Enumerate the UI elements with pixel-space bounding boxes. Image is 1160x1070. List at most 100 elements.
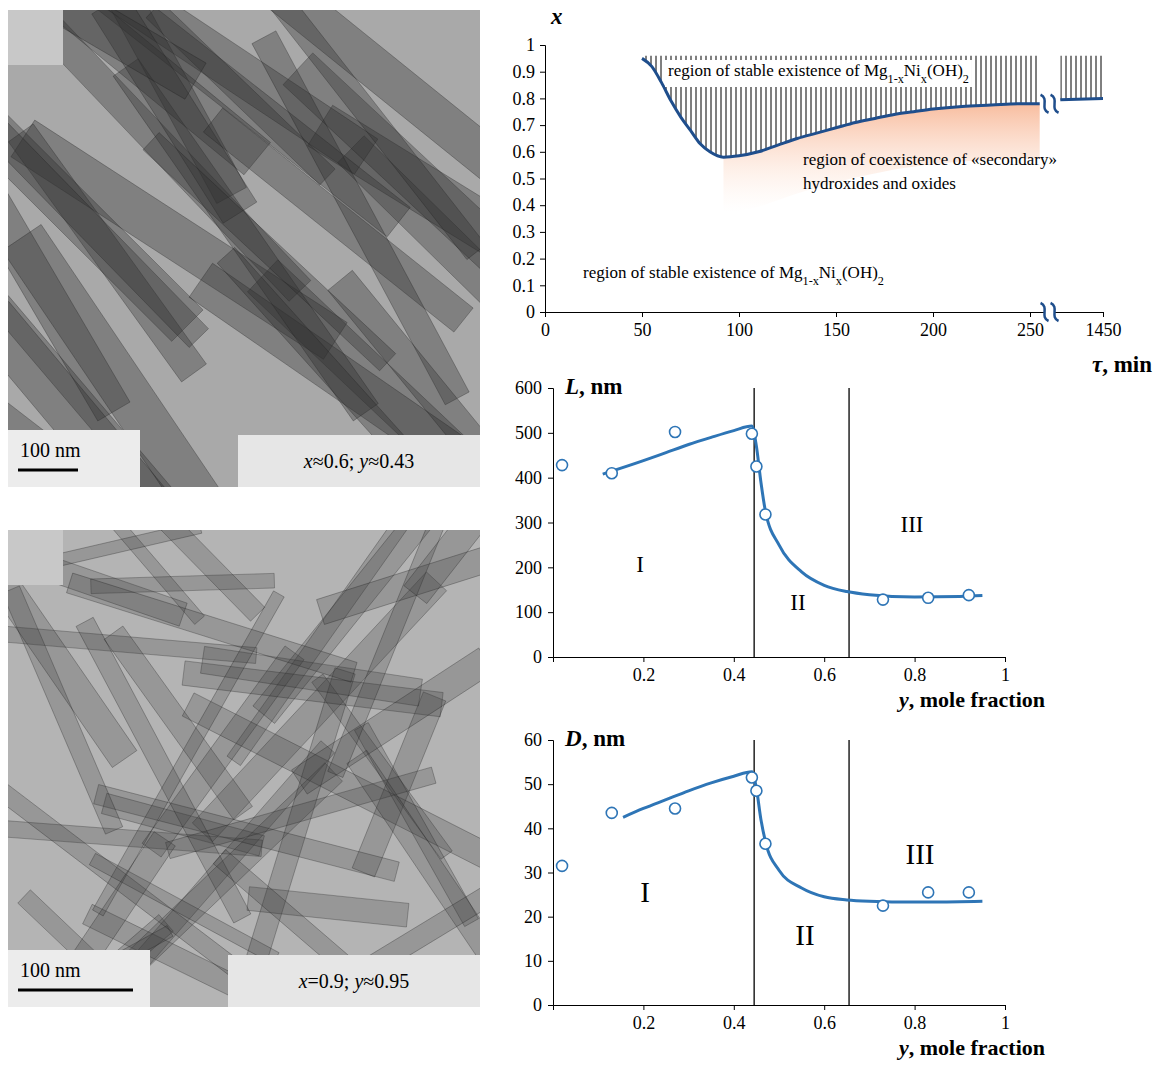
- tick-label: 0.2: [633, 1013, 656, 1033]
- hatched-region: [642, 56, 1103, 157]
- region-label: I: [640, 876, 650, 908]
- tick: 300: [515, 513, 553, 533]
- scale-label: 100 nm: [20, 959, 81, 981]
- tick: 0: [533, 995, 553, 1015]
- tick-mark: [548, 657, 553, 658]
- tick: 0.2: [513, 249, 546, 269]
- tick: 0.8: [904, 657, 927, 685]
- axis-line: [540, 46, 546, 313]
- tick: 0.3: [513, 222, 546, 242]
- tick: 500: [515, 423, 553, 443]
- tick: 0: [526, 302, 545, 322]
- tick-mark: [836, 312, 837, 317]
- tick: 40: [524, 819, 553, 839]
- tick-label: 1: [1001, 665, 1010, 685]
- scale-box: [8, 430, 140, 487]
- tick-label: 1450: [1086, 320, 1122, 340]
- annotation: region of coexistence of «secondary»: [803, 150, 1057, 169]
- tick-mark: [734, 657, 735, 662]
- label-patch: [665, 60, 972, 87]
- tick-label: 200: [515, 558, 542, 578]
- tick-mark: [548, 784, 553, 785]
- tick-mark: [540, 72, 545, 73]
- tick-label: 200: [920, 320, 947, 340]
- fit-line: [603, 426, 983, 597]
- tick-mark: [540, 205, 545, 206]
- region-label: I: [636, 552, 644, 577]
- region-label: II: [795, 919, 814, 951]
- tick-mark: [1005, 657, 1006, 662]
- tick-label: 20: [524, 907, 542, 927]
- tick-label: 0.8: [513, 89, 536, 109]
- tick-label: 0.2: [513, 249, 536, 269]
- tick-label: 0.2: [633, 665, 656, 685]
- tick-label: 300: [515, 513, 542, 533]
- data-point: [877, 594, 888, 605]
- tick-label: 600: [515, 378, 542, 398]
- plot-area: [557, 388, 983, 657]
- tick: 150: [823, 312, 850, 340]
- axis: 0102030405060: [524, 730, 554, 1015]
- chart: 050100150200250145000.10.20.30.40.50.60.…: [513, 4, 1153, 377]
- tick-label: 0: [533, 647, 542, 667]
- tick: 0.7: [513, 115, 546, 135]
- tick-mark: [548, 523, 553, 524]
- rod: [8, 832, 175, 1007]
- tick-mark: [540, 98, 545, 99]
- scale-box: [8, 950, 150, 1007]
- tick-label: 100: [726, 320, 753, 340]
- axis-line: [546, 313, 1104, 318]
- tick-label: 500: [515, 423, 542, 443]
- tick-label: 0.4: [723, 1013, 746, 1033]
- axis-title: y, mole fraction: [896, 687, 1045, 712]
- tick: 0.6: [813, 657, 836, 685]
- tick-label: 0.7: [513, 115, 536, 135]
- tick-mark: [824, 1005, 825, 1010]
- tick-label: 0: [533, 995, 542, 1015]
- tick: 0: [533, 647, 553, 667]
- tick-label: 0.6: [813, 665, 836, 685]
- break-mark: [1041, 95, 1049, 113]
- tick-mark: [1005, 1005, 1006, 1010]
- tick-mark: [548, 873, 553, 874]
- tick-mark: [642, 312, 643, 317]
- tick-mark: [548, 1005, 553, 1006]
- rod: [143, 133, 396, 371]
- rod: [404, 530, 480, 604]
- tick-mark: [548, 433, 553, 434]
- tick: 250: [1017, 312, 1044, 340]
- data-point: [670, 426, 681, 437]
- tick: 60: [524, 730, 553, 750]
- plot-area: [557, 740, 983, 1005]
- data-point: [606, 468, 617, 479]
- chart: 0.20.40.60.810102030405060D, nmy, mole f…: [524, 726, 1045, 1060]
- tick: 1450: [1086, 312, 1122, 340]
- tick-mark: [540, 285, 545, 286]
- tick-label: 50: [524, 774, 542, 794]
- scale-bar: [18, 469, 78, 472]
- tick: 1: [1001, 657, 1010, 685]
- tick: 50: [524, 774, 553, 794]
- tick-mark: [739, 312, 740, 317]
- tick: 0.2: [633, 1005, 656, 1033]
- data-point: [557, 460, 568, 471]
- tick-mark: [824, 657, 825, 662]
- data-point: [557, 860, 568, 871]
- caption-box: [238, 435, 480, 487]
- tick: 30: [524, 863, 553, 883]
- caption: x=0.9; y≈0.95: [298, 970, 410, 993]
- tick-mark: [548, 388, 553, 389]
- axis-title: y, mole fraction: [896, 1035, 1045, 1060]
- axis: 0501001502002501450: [541, 312, 1122, 340]
- tick-mark: [548, 961, 553, 962]
- tick-mark: [540, 125, 545, 126]
- region-label: III: [906, 838, 935, 870]
- tick: 20: [524, 907, 553, 927]
- data-point: [877, 900, 888, 911]
- tick-label: 150: [823, 320, 850, 340]
- data-point: [963, 887, 974, 898]
- axis-title: τ, min: [1092, 352, 1152, 377]
- tick-mark: [548, 828, 553, 829]
- tick-label: 40: [524, 819, 542, 839]
- data-point: [670, 803, 681, 814]
